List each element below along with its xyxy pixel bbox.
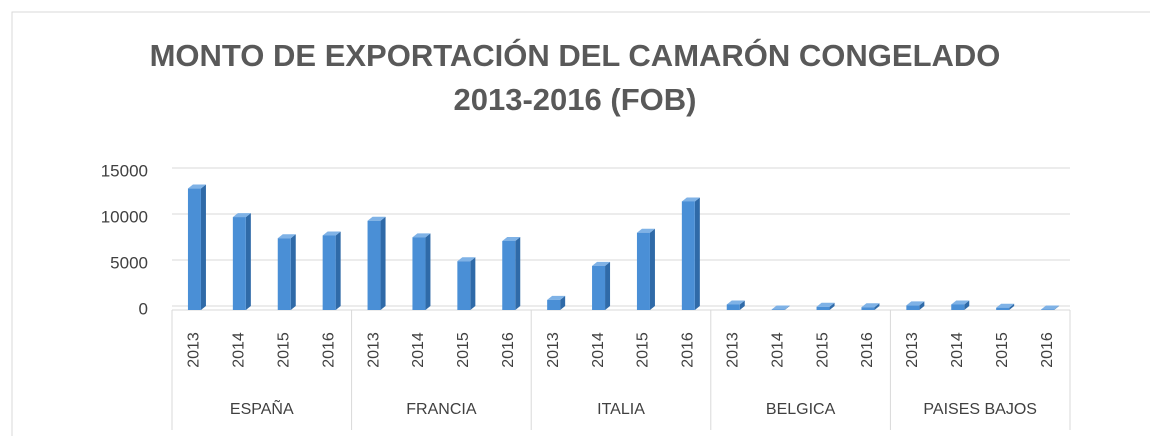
group-label: PAISES BAJOS <box>923 401 1037 418</box>
bar <box>323 235 336 310</box>
group-label: FRANCIA <box>406 401 477 418</box>
group-label: BELGICA <box>766 401 836 418</box>
chart-title: MONTO DE EXPORTACIÓN DEL CAMARÓN CONGELA… <box>150 37 1001 73</box>
x-tick-label: 2015 <box>994 332 1011 368</box>
x-tick-label: 2013 <box>365 332 382 368</box>
bar-side <box>425 233 430 310</box>
bar <box>368 221 381 310</box>
bar-side <box>470 257 475 310</box>
bar-side <box>695 197 700 310</box>
chart-frame <box>12 12 1150 436</box>
bar <box>592 266 605 310</box>
bar <box>502 241 515 310</box>
x-tick-label: 2013 <box>545 332 562 368</box>
bar-side <box>336 231 341 310</box>
y-tick-label: 10000 <box>101 207 148 226</box>
bar-side <box>381 217 386 310</box>
bar <box>996 308 1009 310</box>
bar <box>906 305 919 310</box>
bar <box>817 307 830 310</box>
bar-side <box>201 185 206 310</box>
chart-title: 2013-2016 (FOB) <box>454 82 697 117</box>
bar <box>951 304 964 310</box>
x-tick-label: 2016 <box>859 332 876 368</box>
x-tick-label: 2013 <box>904 332 921 368</box>
bar <box>412 237 425 310</box>
bar-side <box>515 237 520 310</box>
y-tick-label: 5000 <box>110 253 148 272</box>
bar <box>457 261 470 310</box>
x-tick-label: 2014 <box>231 332 248 368</box>
bar <box>233 217 246 310</box>
x-tick-label: 2014 <box>590 332 607 368</box>
x-tick-label: 2013 <box>724 332 741 368</box>
x-tick-label: 2016 <box>1039 332 1056 368</box>
x-tick-label: 2014 <box>949 332 966 368</box>
bar <box>682 201 695 310</box>
y-tick-label: 15000 <box>101 161 148 180</box>
bar <box>188 189 201 310</box>
x-tick-label: 2015 <box>275 332 292 368</box>
x-tick-label: 2016 <box>500 332 517 368</box>
bar-side <box>246 213 251 310</box>
x-tick-label: 2016 <box>320 332 337 368</box>
bar <box>861 307 874 310</box>
group-label: ITALIA <box>597 401 645 418</box>
x-tick-label: 2014 <box>410 332 427 368</box>
bar-side <box>650 229 655 310</box>
x-tick-label: 2015 <box>635 332 652 368</box>
bar <box>547 300 560 310</box>
bar-side <box>605 262 610 310</box>
bar <box>278 238 291 310</box>
x-tick-label: 2014 <box>769 332 786 368</box>
bar <box>727 304 740 310</box>
x-tick-label: 2015 <box>455 332 472 368</box>
bar <box>637 233 650 310</box>
x-tick-label: 2016 <box>680 332 697 368</box>
bar-side <box>291 234 296 310</box>
group-label: ESPAÑA <box>230 398 294 418</box>
x-tick-label: 2013 <box>186 332 203 368</box>
y-tick-label: 0 <box>139 299 148 318</box>
x-tick-label: 2015 <box>814 332 831 368</box>
